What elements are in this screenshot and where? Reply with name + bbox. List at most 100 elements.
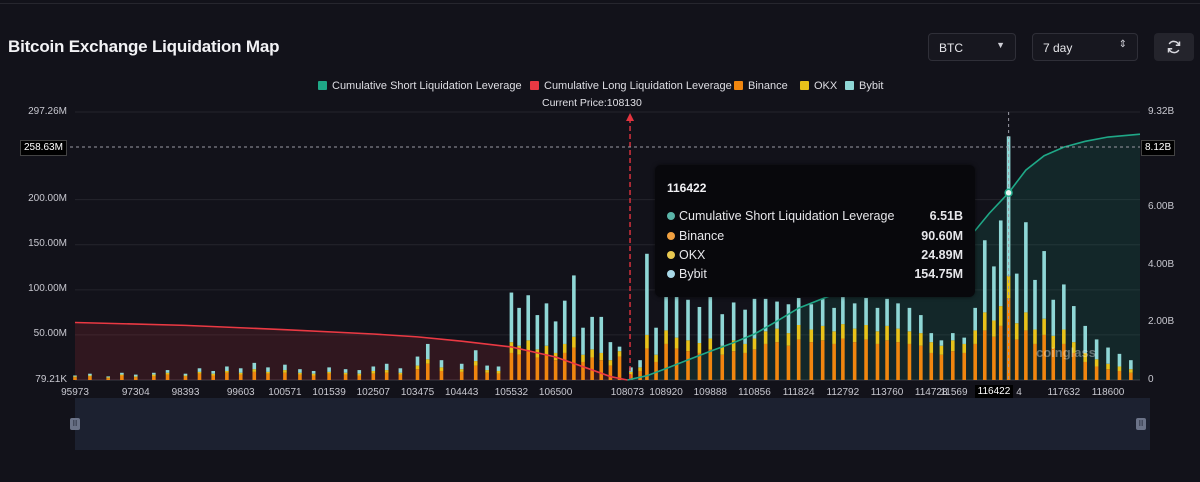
x-tick-label: 104443	[445, 387, 479, 398]
bar-segment-bybit	[120, 372, 124, 375]
bar-segment-okx	[998, 306, 1003, 326]
bar-segment-bybit	[252, 362, 257, 370]
bar-segment-okx	[973, 330, 977, 344]
bar-segment-bybit	[1071, 306, 1076, 343]
x-tick-label: 98393	[171, 387, 200, 398]
bar-segment-bybit	[1024, 222, 1028, 313]
zoom-handle-left[interactable]: II	[70, 418, 80, 430]
bar-segment-binance	[298, 374, 302, 380]
x-tick-label: 106500	[538, 387, 573, 398]
bar-segment-binance	[165, 374, 170, 380]
bar-segment-bybit	[526, 295, 531, 341]
bar-segment-binance	[629, 374, 633, 380]
bar-segment-bybit	[473, 350, 478, 362]
cumulative-long-area	[75, 322, 628, 380]
bar-segment-binance	[485, 372, 489, 380]
tooltip-row: OKX 24.89M	[667, 248, 963, 262]
y-left-tick: 297.26M	[28, 106, 67, 117]
bar-segment-bybit	[852, 303, 857, 329]
bar-segment-binance	[832, 343, 836, 380]
bar-segment-binance	[1117, 370, 1122, 380]
range-select[interactable]: 7 day ⇕	[1032, 33, 1138, 61]
legend-item-bybit[interactable]: Bybit	[845, 80, 883, 92]
bar-segment-okx	[1106, 363, 1110, 370]
bar-segment-binance	[252, 371, 257, 380]
x-tick-label: 108073	[610, 387, 645, 398]
bar-segment-okx	[775, 328, 779, 343]
series-dot-icon	[667, 232, 675, 240]
bar-segment-okx	[343, 372, 348, 375]
x-tick-label: 111824	[782, 387, 815, 398]
bar-segment-bybit	[1014, 273, 1019, 324]
refresh-button[interactable]	[1154, 33, 1194, 61]
bar-segment-bybit	[165, 370, 170, 373]
bar-segment-bybit	[425, 343, 430, 360]
cumulative-long-line	[74, 321, 628, 381]
bar-segment-binance	[708, 349, 713, 380]
bar-segment-binance	[496, 373, 501, 380]
legend-item-okx[interactable]: OKX	[800, 80, 837, 92]
zoom-scrollbar[interactable]	[75, 398, 1150, 450]
bar-segment-bybit	[1062, 284, 1066, 330]
legend-item-cumulative-long[interactable]: Cumulative Long Liquidation Leverage	[530, 80, 732, 92]
series-dot-icon	[667, 212, 675, 220]
bar-segment-binance	[896, 342, 900, 380]
bar-segment-bybit	[197, 368, 202, 372]
bar-segment-binance	[645, 348, 649, 380]
legend-item-binance[interactable]: Binance	[734, 80, 788, 92]
bar-segment-binance	[864, 339, 868, 380]
bar-segment-okx	[638, 367, 642, 371]
bar-segment-bybit	[638, 360, 642, 368]
current-price-label: Current Price:108130	[542, 97, 642, 109]
bar-segment-bybit	[459, 363, 464, 370]
bar-segment-bybit	[998, 220, 1003, 307]
tooltip-row-label: Bybit	[679, 267, 707, 281]
bar-segment-bybit	[686, 299, 690, 341]
bar-segment-binance	[225, 372, 229, 380]
bar-segment-binance	[919, 345, 923, 380]
bar-segment-binance	[998, 325, 1003, 380]
bar-segment-binance	[731, 351, 736, 380]
symbol-select[interactable]: BTC ▼	[928, 33, 1016, 61]
bar-segment-okx	[786, 333, 791, 346]
bar-segment-bybit	[752, 298, 757, 339]
legend-swatch	[318, 81, 327, 90]
bar-segment-okx	[165, 372, 170, 375]
bar-segment-binance	[654, 361, 658, 380]
x-tick-label: 11569	[940, 387, 968, 398]
legend-item-cumulative-short[interactable]: Cumulative Short Liquidation Leverage	[318, 80, 522, 92]
bar-segment-bybit	[106, 376, 110, 378]
bar-segment-binance	[459, 371, 464, 380]
y-right-tick: 0	[1148, 374, 1154, 385]
zoom-handle-right[interactable]: II	[1136, 418, 1146, 430]
y-right-tick: 9.32B	[1148, 106, 1175, 117]
bar-segment-okx	[907, 331, 912, 344]
bar-segment-okx	[645, 334, 649, 349]
x-tick-label: 114728	[914, 387, 948, 398]
bar-segment-okx	[327, 371, 331, 374]
bar-segment-binance	[473, 365, 478, 380]
bar-segment-bybit	[864, 297, 868, 326]
bar-segment-bybit	[327, 367, 331, 372]
page-title: Bitcoin Exchange Liquidation Map	[8, 37, 280, 56]
bar-segment-bybit	[731, 302, 736, 341]
x-tick-label: 95973	[61, 387, 89, 398]
bar-segment-bybit	[1033, 279, 1037, 330]
legend-swatch	[734, 81, 743, 90]
bar-segment-binance	[1014, 339, 1019, 380]
current-price-arrow-icon	[626, 113, 635, 121]
x-tick-label: 101539	[312, 387, 346, 398]
bar-segment-binance	[1006, 298, 1011, 380]
bar-segment-okx	[517, 345, 521, 355]
x-tick-label: 108920	[649, 387, 683, 398]
x-tick-label: 100571	[268, 387, 302, 398]
bar-segment-okx	[1094, 359, 1099, 367]
tooltip-row: Binance 90.60M	[667, 229, 963, 243]
bar-segment-bybit	[763, 298, 768, 332]
bar-segment-okx	[841, 324, 845, 339]
bar-segment-okx	[473, 361, 478, 366]
bar-segment-okx	[496, 370, 501, 374]
bar-segment-bybit	[992, 266, 996, 321]
tooltip-title: 116422	[667, 181, 707, 195]
bar-segment-okx	[664, 330, 668, 344]
